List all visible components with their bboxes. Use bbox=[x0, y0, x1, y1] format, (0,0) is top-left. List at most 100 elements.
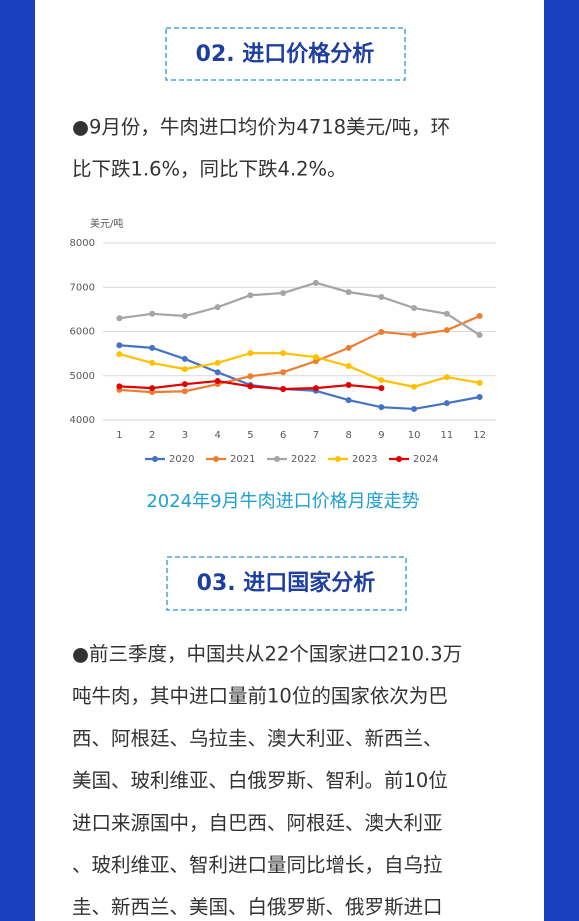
section-heading: 03. 进口国家分析 bbox=[197, 570, 376, 596]
heading-box bbox=[166, 556, 407, 611]
paragraph-line: ●前三季度，中国共从22个国家进口210.3万 bbox=[72, 643, 462, 666]
data-point bbox=[280, 290, 287, 297]
data-point bbox=[116, 315, 123, 322]
data-point bbox=[345, 382, 352, 389]
x-tick-label: 6 bbox=[280, 430, 286, 441]
x-tick-label: 12 bbox=[473, 430, 486, 441]
data-point bbox=[378, 293, 385, 300]
y-axis-label: 美元/吨 bbox=[90, 217, 123, 230]
data-point bbox=[443, 310, 450, 317]
data-point bbox=[378, 377, 385, 384]
series-line bbox=[119, 315, 481, 394]
heading-box bbox=[165, 27, 406, 81]
legend-marker bbox=[213, 456, 219, 462]
data-point bbox=[345, 344, 352, 351]
data-point bbox=[247, 383, 254, 390]
data-point bbox=[411, 332, 418, 339]
data-point bbox=[345, 289, 352, 296]
data-point bbox=[280, 369, 287, 376]
y-tick-label: 4000 bbox=[70, 415, 95, 426]
data-point bbox=[181, 355, 188, 362]
x-tick-label: 9 bbox=[378, 430, 384, 441]
paragraph-line: 圭、新西兰、美国、白俄罗斯、俄罗斯进口 bbox=[72, 896, 443, 919]
series-line bbox=[119, 344, 480, 411]
data-point bbox=[476, 313, 483, 320]
data-point bbox=[116, 351, 123, 358]
legend-marker bbox=[396, 456, 402, 462]
x-tick-label: 10 bbox=[408, 430, 421, 441]
x-tick-label: 5 bbox=[247, 430, 253, 441]
data-point bbox=[149, 359, 156, 366]
data-point bbox=[247, 373, 254, 380]
data-point bbox=[181, 388, 188, 395]
data-point bbox=[214, 304, 221, 311]
data-point bbox=[181, 313, 188, 320]
data-point bbox=[214, 369, 221, 376]
data-point bbox=[378, 328, 385, 335]
data-point bbox=[280, 350, 287, 357]
data-point bbox=[312, 354, 319, 361]
data-point bbox=[411, 383, 418, 390]
legend-marker bbox=[274, 456, 280, 462]
paragraph-line: 吨牛肉，其中进口量前10位的国家依次为巴 bbox=[72, 685, 448, 708]
paragraph-line: 美国、玻利维亚、白俄罗斯、智利。前10位 bbox=[72, 769, 448, 792]
data-point bbox=[116, 342, 123, 349]
paragraph-line: 比下跌1.6%，同比下跌4.2%。 bbox=[72, 158, 347, 181]
paragraph-line: 进口来源国中，自巴西、阿根廷、澳大利亚 bbox=[72, 811, 443, 834]
data-point bbox=[247, 350, 254, 357]
legend-label: 2022 bbox=[291, 454, 316, 465]
series-line bbox=[119, 352, 480, 388]
data-point bbox=[345, 363, 352, 370]
x-tick-label: 1 bbox=[116, 430, 122, 441]
legend-label: 2021 bbox=[230, 454, 255, 465]
data-point bbox=[411, 305, 418, 312]
y-tick-label: 8000 bbox=[70, 238, 95, 249]
data-point bbox=[214, 359, 221, 366]
data-point bbox=[443, 400, 450, 407]
x-tick-label: 2 bbox=[149, 430, 155, 441]
data-point bbox=[345, 397, 352, 404]
data-point bbox=[312, 279, 319, 286]
paragraph-line: ●9月份，牛肉进口均价为4718美元/吨，环 bbox=[72, 116, 450, 139]
x-tick-label: 3 bbox=[182, 430, 188, 441]
data-point bbox=[181, 366, 188, 373]
y-tick-label: 6000 bbox=[70, 327, 95, 338]
chart-caption: 2024年9月牛肉进口价格月度走势 bbox=[146, 491, 419, 512]
data-point bbox=[443, 374, 450, 381]
data-point bbox=[476, 379, 483, 386]
legend-marker bbox=[152, 456, 158, 462]
paragraph-line: 西、阿根廷、乌拉圭、澳大利亚、新西兰、 bbox=[72, 727, 443, 750]
data-point bbox=[476, 393, 483, 400]
paragraph-line: 、玻利维亚、智利进口量同比增长，自乌拉 bbox=[72, 854, 443, 877]
x-tick-label: 11 bbox=[441, 430, 454, 441]
data-point bbox=[411, 405, 418, 412]
data-point bbox=[149, 310, 156, 317]
left-border bbox=[0, 0, 35, 921]
data-point bbox=[312, 385, 319, 392]
y-tick-label: 5000 bbox=[70, 371, 95, 382]
data-point bbox=[378, 404, 385, 411]
data-point bbox=[149, 385, 156, 392]
data-point bbox=[247, 292, 254, 299]
right-border bbox=[544, 0, 579, 921]
x-tick-label: 7 bbox=[313, 430, 319, 441]
legend-marker bbox=[335, 456, 341, 462]
x-tick-label: 4 bbox=[214, 430, 220, 441]
data-point bbox=[149, 344, 156, 351]
data-point bbox=[443, 327, 450, 334]
legend-label: 2024 bbox=[413, 454, 438, 465]
data-point bbox=[280, 386, 287, 393]
series-line bbox=[119, 281, 481, 336]
legend-label: 2020 bbox=[169, 454, 194, 465]
x-tick-label: 8 bbox=[345, 430, 351, 441]
data-point bbox=[378, 385, 385, 392]
legend-label: 2023 bbox=[352, 454, 377, 465]
data-point bbox=[181, 381, 188, 388]
data-point bbox=[214, 378, 221, 385]
data-point bbox=[116, 383, 123, 390]
y-tick-label: 7000 bbox=[70, 282, 95, 293]
data-point bbox=[476, 332, 483, 339]
section-heading: 02. 进口价格分析 bbox=[196, 41, 375, 67]
